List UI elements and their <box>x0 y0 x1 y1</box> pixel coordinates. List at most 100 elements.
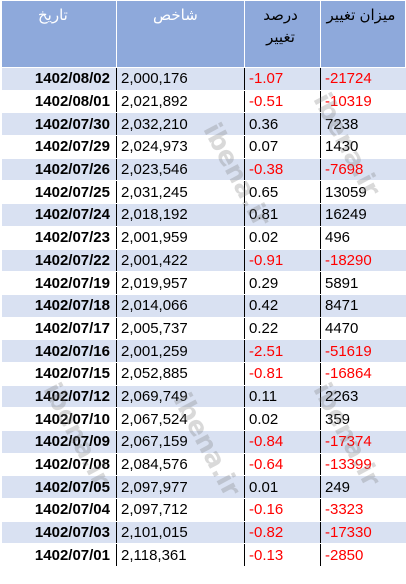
table-body: 1402/08/02 2,000,176 -1.07 -21724 1402/08/01… <box>1 67 406 568</box>
row-date: 1402/07/15 <box>1 362 117 386</box>
row-date: 1402/07/29 <box>1 135 117 159</box>
row-index-value: 2,067,159 <box>116 430 245 454</box>
row-date: 1402/07/03 <box>1 521 117 545</box>
row-change-amount: 4470 <box>320 317 406 341</box>
row-change-amount: 16249 <box>320 203 406 227</box>
row-index-value: 2,014,066 <box>116 294 245 318</box>
row-index-value: 2,005,737 <box>116 317 245 341</box>
row-change-percent: 0.42 <box>244 294 321 318</box>
row-change-amount: -21724 <box>320 67 406 91</box>
header-date: تاریخ <box>1 0 117 68</box>
table-row: 1402/07/01 2,118,361 -0.13 -2850 <box>1 543 406 568</box>
row-change-percent: -0.16 <box>244 498 321 522</box>
table-row: 1402/07/05 2,097,977 0.01 249 <box>1 475 406 500</box>
row-date: 1402/07/25 <box>1 180 117 205</box>
row-index-value: 2,118,361 <box>116 543 245 568</box>
row-change-amount: -18290 <box>320 249 406 273</box>
row-index-value: 2,000,176 <box>116 67 245 91</box>
row-change-percent: -2.51 <box>244 339 321 363</box>
row-index-value: 2,032,210 <box>116 112 245 137</box>
row-index-value: 2,101,015 <box>116 521 245 545</box>
table-row: 1402/07/16 2,001,259 -2.51 -51619 <box>1 339 406 363</box>
row-date: 1402/07/10 <box>1 407 117 431</box>
row-change-amount: 13059 <box>320 180 406 205</box>
row-date: 1402/07/04 <box>1 498 117 522</box>
row-change-percent: -0.64 <box>244 453 321 477</box>
row-change-percent: 0.22 <box>244 317 321 341</box>
row-change-amount: -51619 <box>320 339 406 363</box>
table-row: 1402/07/30 2,032,210 0.36 7238 <box>1 112 406 137</box>
table-row: 1402/08/01 2,021,892 -0.51 -10319 <box>1 90 406 114</box>
row-change-percent: -0.82 <box>244 521 321 545</box>
row-change-percent: 0.29 <box>244 271 321 295</box>
row-change-percent: -0.91 <box>244 249 321 273</box>
row-change-percent: 0.07 <box>244 135 321 159</box>
header-row: تاریخ شاخص درصد تغییر میزان تغییر <box>1 0 406 68</box>
row-date: 1402/07/12 <box>1 385 117 409</box>
row-date: 1402/08/01 <box>1 90 117 114</box>
row-index-value: 2,097,977 <box>116 475 245 500</box>
row-date: 1402/07/16 <box>1 339 117 363</box>
row-date: 1402/07/30 <box>1 112 117 137</box>
row-date: 1402/07/18 <box>1 294 117 318</box>
row-change-amount: 496 <box>320 226 406 250</box>
row-date: 1402/07/19 <box>1 271 117 295</box>
row-change-amount: 1430 <box>320 135 406 159</box>
table-row: 1402/07/09 2,067,159 -0.84 -17374 <box>1 430 406 454</box>
row-change-percent: -0.38 <box>244 158 321 182</box>
row-index-value: 2,067,524 <box>116 407 245 431</box>
table-row: 1402/07/10 2,067,524 0.02 359 <box>1 407 406 431</box>
table-row: 1402/07/29 2,024,973 0.07 1430 <box>1 135 406 159</box>
header-change-percent: درصد تغییر <box>244 0 321 68</box>
row-change-percent: 0.11 <box>244 385 321 409</box>
row-change-amount: 359 <box>320 407 406 431</box>
row-change-amount: -2850 <box>320 543 406 568</box>
row-change-amount: -13399 <box>320 453 406 477</box>
row-index-value: 2,018,192 <box>116 203 245 227</box>
table-row: 1402/07/18 2,014,066 0.42 8471 <box>1 294 406 318</box>
table-row: 1402/07/03 2,101,015 -0.82 -17330 <box>1 521 406 545</box>
row-change-percent: 0.81 <box>244 203 321 227</box>
row-change-amount: -17374 <box>320 430 406 454</box>
row-index-value: 2,001,422 <box>116 249 245 273</box>
row-change-amount: 249 <box>320 475 406 500</box>
row-date: 1402/07/08 <box>1 453 117 477</box>
row-change-amount: -3323 <box>320 498 406 522</box>
table-row: 1402/07/25 2,031,245 0.65 13059 <box>1 180 406 205</box>
row-date: 1402/08/02 <box>1 67 117 91</box>
row-index-value: 2,001,959 <box>116 226 245 250</box>
table-row: 1402/07/04 2,097,712 -0.16 -3323 <box>1 498 406 522</box>
table-row: 1402/07/15 2,052,885 -0.81 -16864 <box>1 362 406 386</box>
row-change-amount: -10319 <box>320 90 406 114</box>
row-date: 1402/07/01 <box>1 543 117 568</box>
row-change-percent: -1.07 <box>244 67 321 91</box>
row-change-amount: -16864 <box>320 362 406 386</box>
row-change-percent: 0.02 <box>244 226 321 250</box>
row-date: 1402/07/17 <box>1 317 117 341</box>
row-date: 1402/07/24 <box>1 203 117 227</box>
row-index-value: 2,024,973 <box>116 135 245 159</box>
row-change-percent: 0.36 <box>244 112 321 137</box>
table-row: 1402/07/23 2,001,959 0.02 496 <box>1 226 406 250</box>
row-change-percent: 0.01 <box>244 475 321 500</box>
row-change-amount: 7238 <box>320 112 406 137</box>
row-date: 1402/07/09 <box>1 430 117 454</box>
table-row: 1402/07/12 2,069,749 0.11 2263 <box>1 385 406 409</box>
table-row: 1402/07/22 2,001,422 -0.91 -18290 <box>1 249 406 273</box>
row-change-amount: 2263 <box>320 385 406 409</box>
table-row: 1402/07/26 2,023,546 -0.38 -7698 <box>1 158 406 182</box>
index-table: تاریخ شاخص درصد تغییر میزان تغییر 1402/0… <box>1 0 406 568</box>
row-date: 1402/07/23 <box>1 226 117 250</box>
row-change-amount: 8471 <box>320 294 406 318</box>
row-change-percent: -0.13 <box>244 543 321 568</box>
table-row: 1402/08/02 2,000,176 -1.07 -21724 <box>1 67 406 91</box>
row-date: 1402/07/26 <box>1 158 117 182</box>
table-row: 1402/07/24 2,018,192 0.81 16249 <box>1 203 406 227</box>
row-index-value: 2,084,576 <box>116 453 245 477</box>
table-row: 1402/07/19 2,019,957 0.29 5891 <box>1 271 406 295</box>
row-change-percent: 0.65 <box>244 180 321 205</box>
header-index: شاخص <box>116 0 245 68</box>
table-row: 1402/07/08 2,084,576 -0.64 -13399 <box>1 453 406 477</box>
row-index-value: 2,019,957 <box>116 271 245 295</box>
